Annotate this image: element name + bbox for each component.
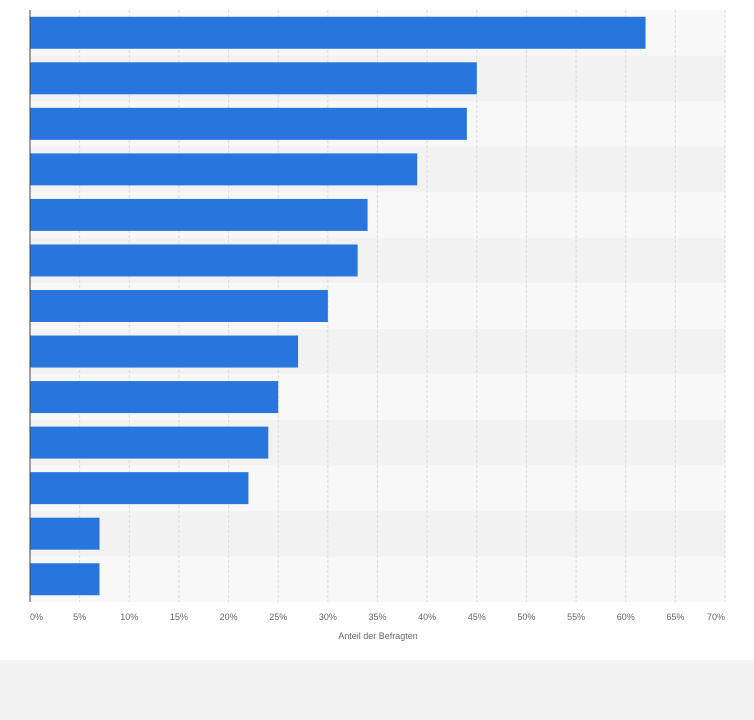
row-band bbox=[30, 556, 725, 602]
bars bbox=[30, 16, 646, 596]
x-tick-label: 25% bbox=[269, 612, 287, 622]
x-tick-label: 15% bbox=[170, 612, 188, 622]
bar[interactable] bbox=[30, 244, 358, 277]
bar[interactable] bbox=[30, 62, 477, 95]
x-axis-title: Anteil der Befragten bbox=[338, 631, 418, 641]
x-tick-label: 40% bbox=[418, 612, 436, 622]
bar[interactable] bbox=[30, 335, 299, 368]
x-tick-label: 35% bbox=[368, 612, 386, 622]
bar[interactable] bbox=[30, 517, 100, 550]
chart-container: 0% 5% 10% 15% 20% 25% 30% 35% 40% 45% 50% 55% 60% 65%… bbox=[0, 0, 754, 660]
x-tick-label: 5% bbox=[73, 612, 86, 622]
bar[interactable] bbox=[30, 198, 368, 231]
bar[interactable] bbox=[30, 153, 418, 186]
x-tick-label: 50% bbox=[517, 612, 535, 622]
x-tick-label: 10% bbox=[120, 612, 138, 622]
row-band bbox=[30, 510, 725, 557]
x-tick-label: 55% bbox=[567, 612, 585, 622]
bar[interactable] bbox=[30, 381, 279, 414]
x-tick-label: 30% bbox=[319, 612, 337, 622]
bar-chart: 0% 5% 10% 15% 20% 25% 30% 35% 40% 45% 50% 55% 60% 65%… bbox=[29, 10, 726, 641]
x-tick-label: 70% bbox=[707, 612, 725, 622]
bar[interactable] bbox=[30, 107, 467, 140]
bar[interactable] bbox=[30, 426, 269, 459]
bar[interactable] bbox=[30, 472, 249, 505]
x-tick-labels: 0% 5% 10% 15% 20% 25% 30% 35% 40% 45% 50% 55% 60% 65%… bbox=[30, 612, 725, 622]
bar[interactable] bbox=[30, 290, 328, 322]
x-tick-label: 0% bbox=[30, 612, 43, 622]
x-tick-label: 20% bbox=[220, 612, 238, 622]
x-tick-label: 45% bbox=[468, 612, 486, 622]
x-tick-label: 60% bbox=[617, 612, 635, 622]
bar[interactable] bbox=[30, 563, 100, 596]
x-tick-label: 65% bbox=[666, 612, 684, 622]
bar[interactable] bbox=[30, 16, 646, 49]
